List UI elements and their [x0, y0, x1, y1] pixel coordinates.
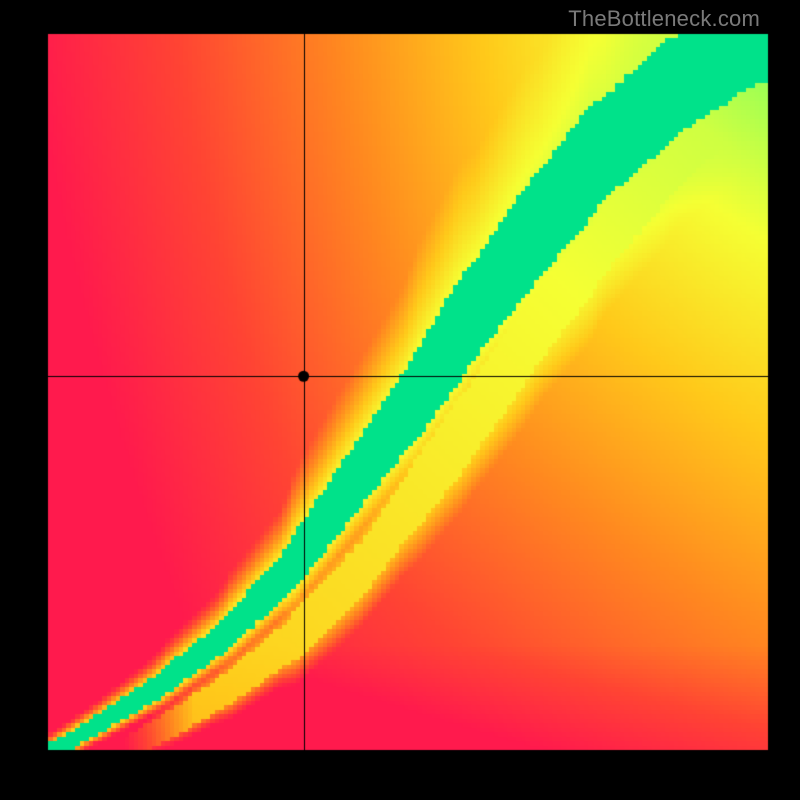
watermark-label: TheBottleneck.com: [568, 6, 760, 32]
chart-container: TheBottleneck.com: [0, 0, 800, 800]
bottleneck-heatmap: [0, 0, 800, 800]
